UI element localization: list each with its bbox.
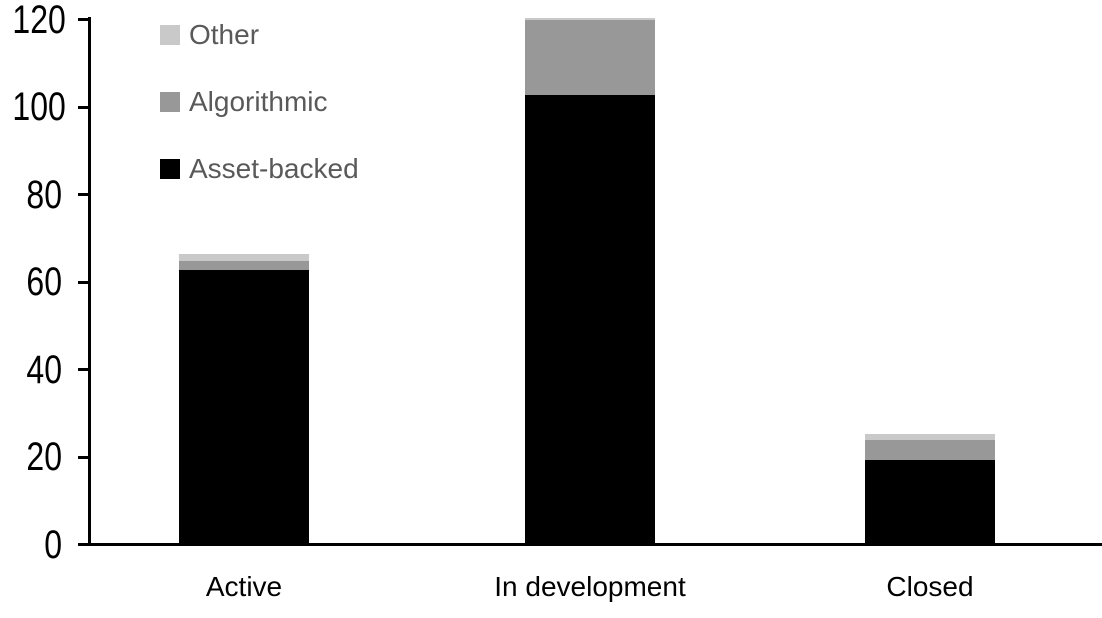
bar-segment-closed-algorithmic	[865, 440, 995, 460]
y-axis-tick	[78, 280, 88, 284]
bar-segment-in-development-algorithmic	[525, 20, 655, 95]
legend-label-asset-backed: Asset-backed	[189, 153, 359, 184]
x-category-label-active: Active	[205, 571, 283, 602]
bar-segment-active-asset-backed	[179, 269, 309, 543]
y-tick-label: 40	[26, 347, 62, 392]
legend-label-algorithmic: Algorithmic	[189, 86, 328, 117]
x-category-label-closed: Closed	[886, 571, 974, 602]
legend-label-other: Other	[189, 19, 260, 50]
legend-swatch-algorithmic	[160, 92, 180, 112]
x-category-label-in-development: In development	[494, 571, 686, 602]
legend-item-asset-backed: Asset-backed	[160, 155, 359, 183]
y-axis-line	[88, 17, 91, 546]
bar-segment-in-development-other	[525, 18, 655, 21]
legend-item-algorithmic: Algorithmic	[160, 88, 327, 116]
y-axis-tick	[78, 193, 88, 196]
y-axis-tick	[78, 105, 88, 109]
legend-swatch-asset-backed	[160, 159, 180, 179]
y-tick-label: 80	[26, 172, 62, 217]
y-axis-tick	[78, 455, 88, 459]
bar-segment-active-algorithmic	[179, 260, 309, 270]
y-tick-label: 100	[12, 85, 66, 129]
bar-segment-closed-asset-backed	[865, 459, 995, 543]
legend-item-other: Other	[160, 21, 259, 49]
y-tick-label: 20	[26, 435, 62, 479]
y-tick-label: 120	[12, 0, 66, 42]
bar-segment-closed-other	[865, 433, 995, 441]
y-axis-tick	[78, 18, 88, 21]
y-tick-label: 0	[44, 522, 62, 567]
y-axis-tick	[78, 368, 88, 371]
y-tick-label: 60	[26, 260, 62, 304]
y-axis-tick	[78, 543, 88, 546]
x-axis-line	[78, 543, 1102, 546]
bar-segment-active-other	[179, 254, 309, 261]
legend-swatch-other	[160, 25, 180, 45]
bar-segment-in-development-asset-backed	[525, 94, 655, 543]
